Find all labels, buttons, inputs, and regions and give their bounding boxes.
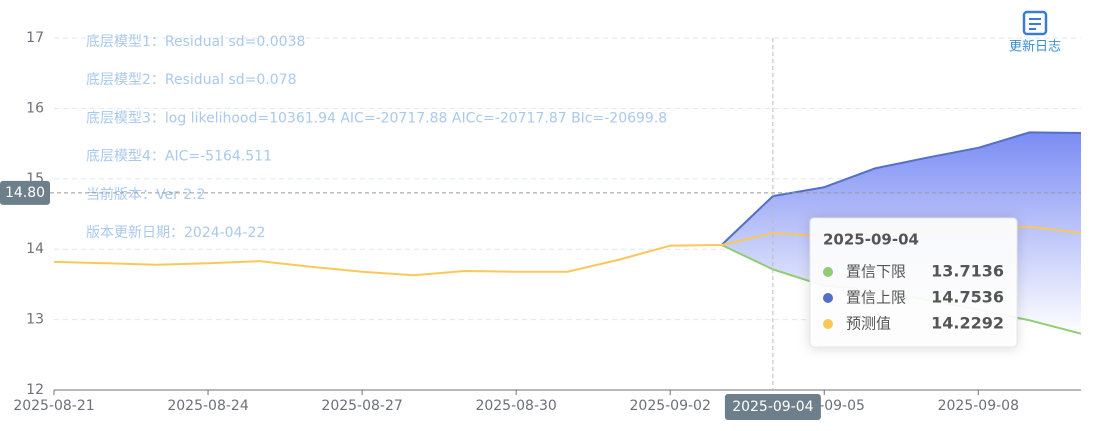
toolbar-button[interactable]: 更新日志	[1009, 10, 1061, 55]
y-pointer-box	[0, 180, 50, 205]
x-pointer-label: 2025-09-04	[732, 399, 813, 415]
annotation: 底层模型1：Residual sd=0.0038	[86, 34, 305, 50]
tooltip-series-name: 置信下限	[846, 263, 906, 281]
x-tick-label: 2025-08-24	[167, 398, 248, 414]
toolbar-label[interactable]: 更新日志	[1009, 39, 1061, 55]
y-tick-label: 13	[26, 312, 44, 328]
tooltip-series-name: 预测值	[846, 315, 891, 333]
tooltip-marker	[823, 319, 833, 329]
x-tick-label: 2025-08-30	[475, 398, 556, 414]
y-pointer-label: 14.80	[5, 185, 45, 201]
tooltip-box	[809, 217, 1018, 348]
series-line	[720, 131, 1082, 246]
tooltip-value: 14.7536	[931, 288, 1004, 307]
x-pointer-box	[724, 394, 821, 420]
annotation: 当前版本：Ver 2.2	[86, 186, 206, 203]
y-tick-label: 16	[26, 100, 44, 116]
tooltip-value: 13.7136	[931, 262, 1004, 281]
x-tick-label: 2025-09-08	[938, 398, 1019, 414]
x-tick-label: 2025-09-02	[630, 398, 711, 414]
tooltip-marker	[823, 267, 833, 277]
annotation: 版本更新日期：2024-04-22	[86, 225, 265, 241]
y-tick-label: 14	[26, 241, 44, 257]
x-tick-label: 2025-08-27	[321, 398, 402, 414]
y-tick-label: 17	[26, 30, 44, 46]
tooltip-series-name: 置信上限	[846, 289, 906, 307]
log-icon	[1022, 10, 1048, 36]
annotation: 底层模型2：Residual sd=0.078	[86, 72, 296, 88]
x-tick-label: 2025-08-21	[13, 398, 94, 414]
annotation: 底层模型3：log likelihood=10361.94 AIC=-20717…	[86, 110, 667, 126]
y-tick-label: 12	[26, 382, 44, 398]
annotation: 底层模型4：AIC=-5164.511	[86, 149, 272, 165]
tooltip-title: 2025-09-04	[823, 231, 919, 249]
tooltip-value: 14.2292	[931, 314, 1004, 333]
tooltip-marker	[823, 293, 833, 303]
tooltip: 2025-09-04 置信下限 13.7136 置信上限 14.7536 预测值 14.22…	[809, 217, 1018, 348]
